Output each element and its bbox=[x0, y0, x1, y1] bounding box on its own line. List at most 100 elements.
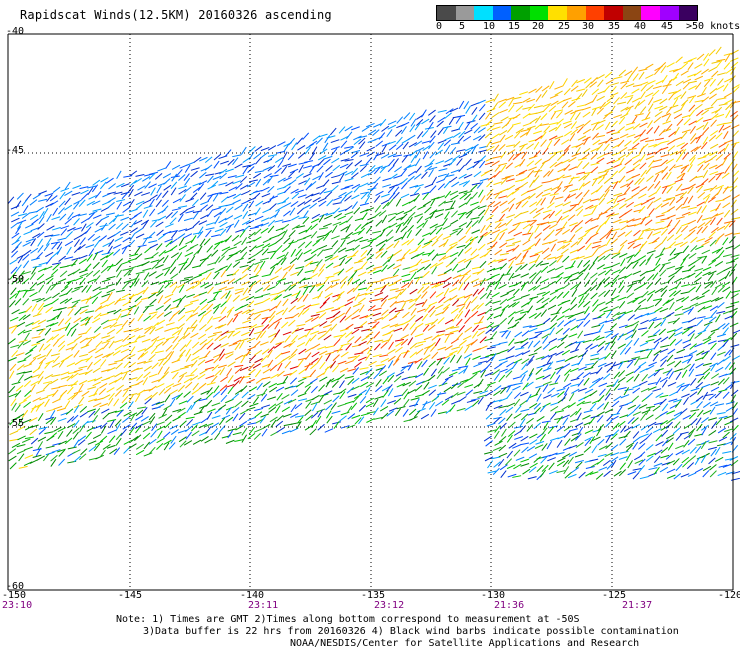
wind-barb bbox=[514, 309, 524, 314]
wind-barb bbox=[106, 351, 115, 358]
wind-barb bbox=[134, 295, 143, 303]
wind-barb bbox=[406, 164, 416, 169]
wind-barb bbox=[429, 309, 436, 318]
wind-barb bbox=[494, 222, 502, 230]
wind-barb bbox=[324, 428, 334, 433]
wind-barb bbox=[382, 225, 391, 231]
wind-barb bbox=[156, 437, 165, 444]
wind-barb bbox=[514, 221, 522, 230]
wind-barb bbox=[137, 352, 145, 360]
wind-barb bbox=[681, 205, 691, 209]
wind-barb bbox=[578, 182, 585, 191]
wind-barb bbox=[730, 332, 738, 341]
wind-barb bbox=[192, 382, 199, 391]
wind-barb bbox=[78, 199, 86, 207]
wind-barb bbox=[31, 266, 37, 275]
wind-barb bbox=[395, 291, 402, 300]
wind-barb bbox=[675, 297, 685, 302]
wind-barb bbox=[638, 205, 646, 214]
wind-barb bbox=[66, 246, 72, 255]
wind-barb bbox=[632, 137, 641, 144]
wind-barb bbox=[127, 353, 136, 360]
wind-barb bbox=[627, 471, 637, 476]
wind-barb bbox=[570, 256, 580, 261]
wind-barb bbox=[331, 185, 339, 192]
wind-barb bbox=[431, 351, 439, 359]
wind-barb bbox=[120, 183, 130, 188]
wind-barb bbox=[611, 151, 621, 157]
wind-barb bbox=[407, 224, 414, 233]
wind-barb bbox=[45, 251, 54, 258]
wind-barb bbox=[718, 103, 728, 106]
wind-barb bbox=[660, 425, 669, 431]
wind-barb bbox=[610, 333, 619, 339]
wind-barb bbox=[238, 412, 246, 421]
wind-barb bbox=[661, 86, 668, 95]
wind-barb bbox=[513, 382, 523, 386]
wind-barb bbox=[400, 126, 407, 135]
wind-barb bbox=[183, 257, 189, 266]
wind-barb bbox=[723, 222, 731, 230]
wind-barb bbox=[577, 197, 584, 206]
wind-barb bbox=[9, 462, 17, 470]
wind-barb bbox=[205, 366, 214, 371]
wind-barb bbox=[645, 414, 654, 421]
wind-barb bbox=[667, 182, 676, 188]
wind-barb bbox=[46, 277, 54, 285]
wind-barb bbox=[31, 325, 41, 330]
wind-barb bbox=[435, 227, 443, 235]
wind-barb bbox=[723, 337, 732, 343]
wind-barb bbox=[585, 242, 592, 251]
wind-barb bbox=[647, 96, 654, 106]
wind-barb bbox=[248, 254, 257, 260]
wind-barb bbox=[654, 137, 664, 141]
wind-barb bbox=[323, 276, 330, 284]
wind-barb bbox=[58, 458, 66, 466]
wind-barb bbox=[340, 158, 350, 162]
wind-barb bbox=[661, 74, 668, 83]
wind-barb bbox=[549, 135, 558, 141]
wind-barb bbox=[493, 201, 502, 208]
wind-barb bbox=[732, 86, 740, 94]
wind-barb bbox=[520, 458, 530, 463]
wind-barb bbox=[35, 447, 42, 457]
wind-barb bbox=[597, 424, 605, 432]
wind-barb bbox=[722, 431, 730, 439]
wind-barb bbox=[715, 113, 725, 118]
wind-barb bbox=[546, 440, 553, 450]
wind-barb bbox=[632, 159, 641, 166]
wind-barb bbox=[549, 322, 558, 330]
wind-barb bbox=[478, 155, 487, 163]
wind-barb bbox=[711, 248, 721, 254]
wind-barb bbox=[100, 422, 108, 430]
wind-barb bbox=[534, 330, 544, 334]
wind-barb bbox=[561, 393, 568, 402]
wind-barb bbox=[437, 183, 445, 191]
wind-barb bbox=[324, 292, 333, 299]
wind-barb bbox=[717, 302, 725, 309]
wind-barb bbox=[295, 381, 304, 388]
wind-barb bbox=[50, 269, 59, 276]
wind-barb bbox=[267, 359, 274, 368]
wind-barb bbox=[372, 307, 382, 311]
wind-barb bbox=[142, 377, 148, 386]
wind-barb bbox=[507, 316, 514, 325]
wind-barb bbox=[45, 202, 54, 208]
wind-barb bbox=[703, 187, 713, 191]
wind-barb bbox=[346, 215, 353, 223]
wind-barb bbox=[501, 329, 508, 338]
wind-barb bbox=[372, 321, 380, 329]
wind-barb bbox=[449, 176, 458, 183]
wind-barb bbox=[638, 276, 646, 284]
wind-barb bbox=[410, 327, 417, 336]
wind-barb bbox=[666, 474, 676, 479]
wind-barb bbox=[543, 125, 551, 133]
wind-barb bbox=[717, 97, 727, 100]
wind-barb bbox=[697, 160, 706, 166]
wind-barb bbox=[137, 313, 144, 322]
wind-barb bbox=[655, 253, 664, 259]
wind-barb bbox=[148, 311, 158, 315]
wind-barb bbox=[570, 283, 578, 291]
wind-barb bbox=[638, 464, 646, 473]
wind-barb bbox=[183, 391, 191, 398]
